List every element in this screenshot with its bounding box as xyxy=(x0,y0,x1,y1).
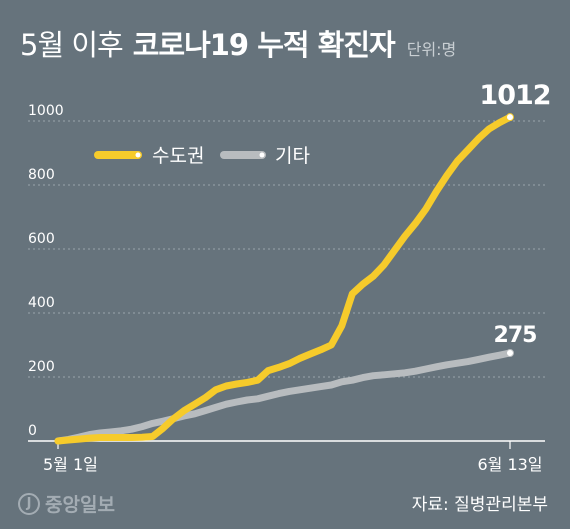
series-line-1 xyxy=(54,349,514,445)
unit-label: 단위:명 xyxy=(406,40,457,59)
logo-mark: J xyxy=(18,492,40,515)
series-end-label-1: 275 xyxy=(494,323,537,348)
legend-label-0: 수도권 xyxy=(152,145,204,167)
x-tick-label-1: 6월 13일 xyxy=(477,455,542,474)
y-tick-label-600: 600 xyxy=(28,231,55,247)
y-tick-label-0: 0 xyxy=(28,423,37,439)
chart-title-bold: 코로나19 누적 확진자 xyxy=(132,28,396,62)
series-end-point-1 xyxy=(506,349,514,357)
legend-label-1: 기타 xyxy=(275,145,310,167)
y-tick-label-200: 200 xyxy=(28,359,55,375)
y-tick-label-800: 800 xyxy=(28,167,55,183)
publisher-logo: J 중앙일보 xyxy=(18,490,115,517)
chart-title-light: 5월 이후 xyxy=(20,28,124,62)
y-tick-label-400: 400 xyxy=(28,295,55,311)
y-tick-label-1000: 1000 xyxy=(28,103,64,119)
series-line-0 xyxy=(54,113,514,445)
legend-dot-0 xyxy=(135,152,141,158)
chart-header: 5월 이후 코로나19 누적 확진자 단위:명 xyxy=(20,22,456,62)
x-tick-label-0: 5월 1일 xyxy=(43,455,98,474)
legend-dot-1 xyxy=(259,152,265,158)
series-end-label-0: 1012 xyxy=(479,80,550,111)
source-note: 자료: 질병관리본부 xyxy=(411,495,548,515)
series-end-point-0 xyxy=(506,113,514,122)
logo-text: 중앙일보 xyxy=(45,494,115,516)
